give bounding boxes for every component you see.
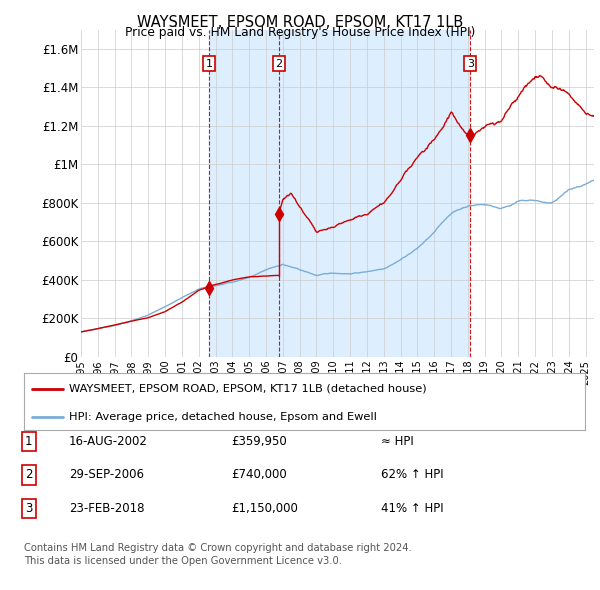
Text: £359,950: £359,950 [231, 435, 287, 448]
Text: 3: 3 [467, 59, 474, 69]
Text: 2: 2 [275, 59, 282, 69]
Text: 1: 1 [25, 435, 32, 448]
Text: WAYSMEET, EPSOM ROAD, EPSOM, KT17 1LB (detached house): WAYSMEET, EPSOM ROAD, EPSOM, KT17 1LB (d… [69, 384, 427, 394]
Text: 23-FEB-2018: 23-FEB-2018 [69, 502, 145, 515]
Text: HPI: Average price, detached house, Epsom and Ewell: HPI: Average price, detached house, Epso… [69, 412, 377, 422]
Bar [278, 30, 470, 357]
Text: 2: 2 [25, 468, 32, 481]
Text: 29-SEP-2006: 29-SEP-2006 [69, 468, 144, 481]
Text: Price paid vs. HM Land Registry's House Price Index (HPI): Price paid vs. HM Land Registry's House … [125, 26, 475, 39]
Text: WAYSMEET, EPSOM ROAD, EPSOM, KT17 1LB: WAYSMEET, EPSOM ROAD, EPSOM, KT17 1LB [137, 15, 463, 30]
Text: 16-AUG-2002: 16-AUG-2002 [69, 435, 148, 448]
Text: ≈ HPI: ≈ HPI [381, 435, 414, 448]
Text: 3: 3 [25, 502, 32, 515]
Text: Contains HM Land Registry data © Crown copyright and database right 2024.: Contains HM Land Registry data © Crown c… [24, 543, 412, 552]
Text: 1: 1 [206, 59, 212, 69]
Text: 62% ↑ HPI: 62% ↑ HPI [381, 468, 443, 481]
Text: £740,000: £740,000 [231, 468, 287, 481]
Text: This data is licensed under the Open Government Licence v3.0.: This data is licensed under the Open Gov… [24, 556, 342, 565]
Text: 41% ↑ HPI: 41% ↑ HPI [381, 502, 443, 515]
Text: £1,150,000: £1,150,000 [231, 502, 298, 515]
Bar [209, 30, 278, 357]
